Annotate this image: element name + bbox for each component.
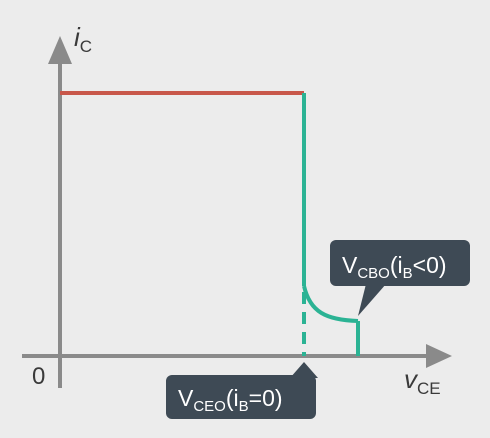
y-axis-label: iC [74, 22, 92, 56]
callout-ceo-box [166, 375, 316, 419]
callout-cbo-pointer [358, 284, 386, 316]
x-axis-label-sub: CE [417, 379, 441, 398]
y-axis-arrow [48, 36, 72, 64]
origin-label: 0 [32, 363, 45, 390]
callout-ceo: VCEO(iB=0) [166, 362, 318, 419]
callout-cbo-text: VCBO(iB<0) [342, 252, 447, 282]
callout-ceo-pointer [290, 362, 318, 378]
axes [22, 36, 452, 388]
x-axis-label: vCE [404, 364, 441, 398]
callout-cbo: VCBO(iB<0) [330, 240, 470, 316]
y-axis-label-sub: C [80, 37, 92, 56]
cbo-curve [302, 285, 359, 323]
callout-cbo-box [330, 240, 470, 286]
callout-ceo-text: VCEO(iB=0) [178, 385, 283, 415]
x-axis-arrow [426, 344, 452, 368]
